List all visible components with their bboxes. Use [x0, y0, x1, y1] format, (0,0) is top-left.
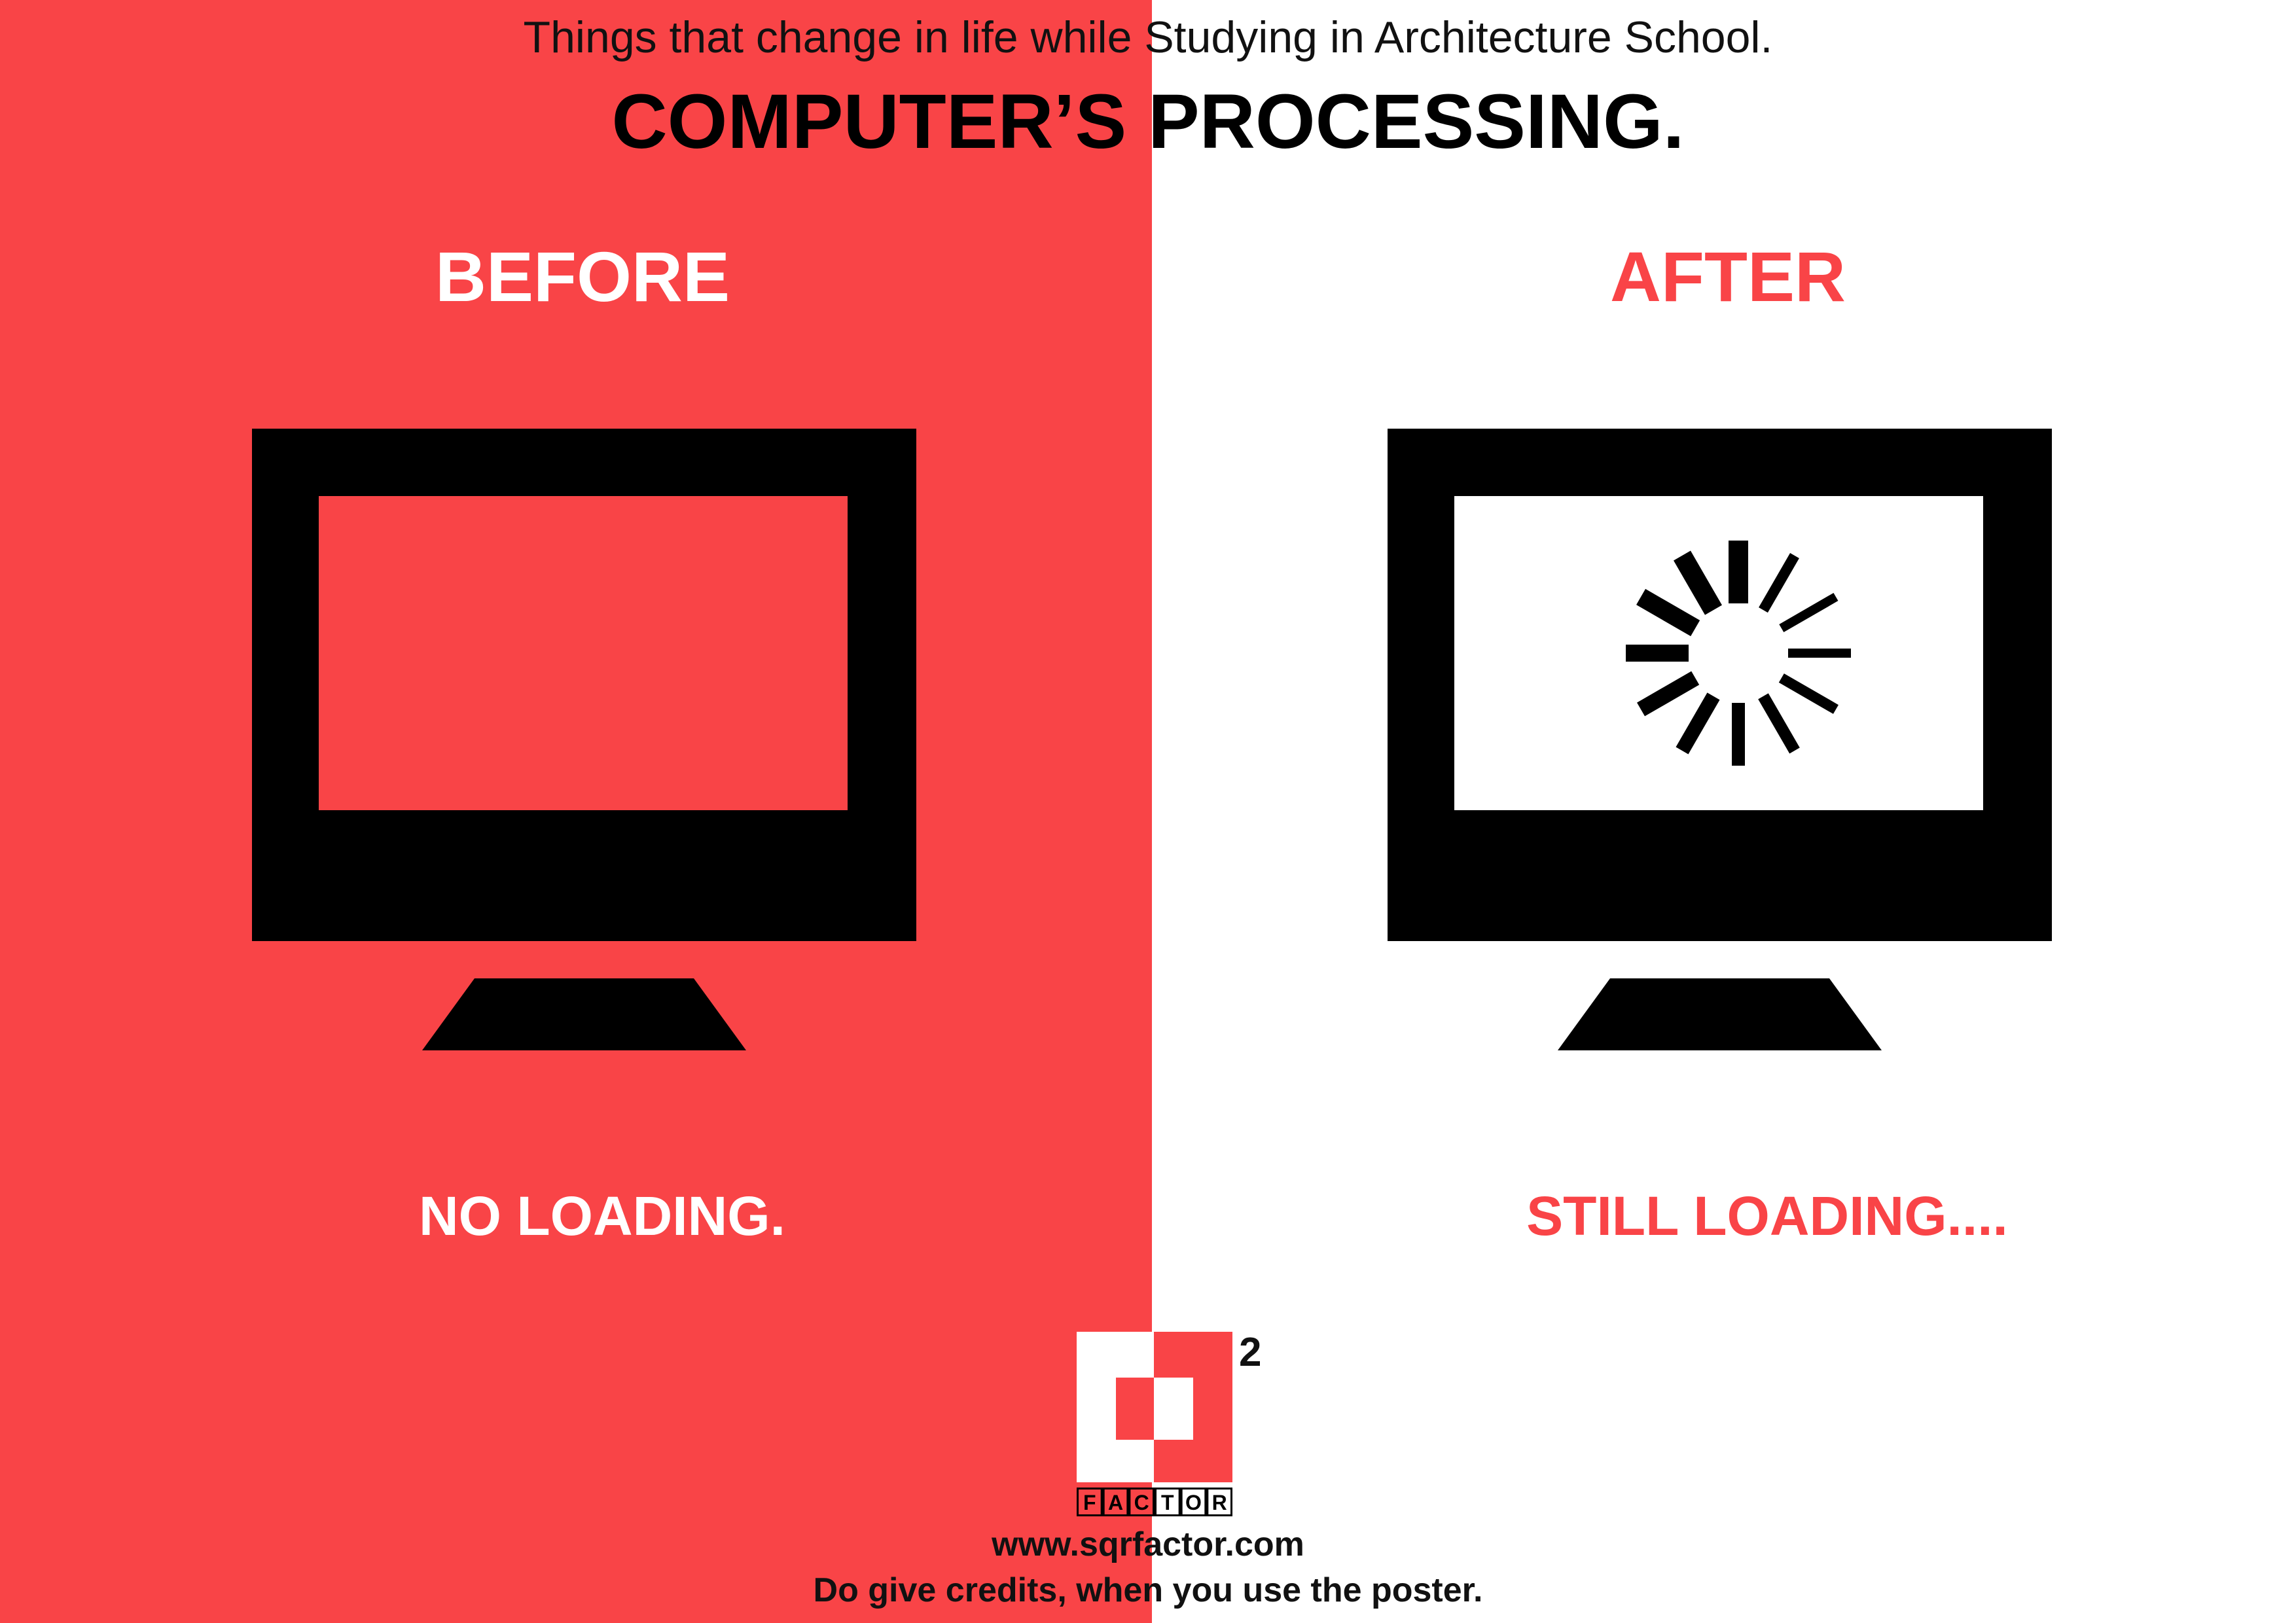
- footer-url: www.sqrfactor.com: [992, 1525, 1304, 1563]
- before-label: BEFORE: [435, 237, 730, 316]
- logo-letter-cell: [1182, 1489, 1205, 1514]
- spinner-spoke: [1759, 553, 1799, 613]
- spinner-spoke: [1729, 541, 1748, 603]
- logo-letter: R: [1212, 1491, 1227, 1514]
- spinner-spoke: [1676, 692, 1720, 755]
- after-label: AFTER: [1610, 237, 1846, 316]
- logo-letter: A: [1108, 1491, 1123, 1514]
- after-monitor-icon: [1388, 429, 2052, 1050]
- monitor-screen: [1454, 496, 1983, 810]
- before-monitor-icon: [252, 429, 916, 1050]
- loading-spinner-icon: [1626, 541, 1851, 766]
- spinner-spoke: [1674, 550, 1722, 615]
- spinner-spoke: [1778, 673, 1839, 714]
- monitor-stand-icon: [422, 978, 746, 1050]
- logo-letter: T: [1161, 1491, 1174, 1514]
- spinner-spoke: [1758, 693, 1800, 754]
- logo-letter: F: [1083, 1491, 1096, 1514]
- logo-letter-cell: [1079, 1489, 1101, 1514]
- after-caption: STILL LOADING....: [1526, 1185, 2008, 1247]
- monitor-screen: [319, 496, 848, 810]
- logo-letter: C: [1134, 1491, 1149, 1514]
- poster-subtitle: Things that change in life while Studyin…: [523, 12, 1773, 62]
- spinner-spoke: [1626, 645, 1689, 662]
- spinner-spoke: [1779, 592, 1839, 633]
- spinner-spoke: [1732, 703, 1745, 766]
- before-caption: NO LOADING.: [419, 1185, 785, 1247]
- logo-letter-cell: [1130, 1489, 1153, 1514]
- logo-letter: O: [1185, 1491, 1202, 1514]
- spinner-spoke: [1788, 649, 1851, 658]
- logo-letter-cell: [1157, 1489, 1179, 1514]
- monitor-frame: [252, 429, 916, 941]
- logo-letter-cell: [1104, 1489, 1127, 1514]
- monitor-frame: [1388, 429, 2052, 941]
- logo-superscript: 2: [1239, 1332, 1261, 1375]
- spinner-spoke: [1636, 588, 1700, 637]
- poster-title: COMPUTER’S PROCESSING.: [611, 79, 1685, 165]
- spinner-spoke: [1637, 671, 1700, 717]
- logo-letter-cell: [1208, 1489, 1230, 1514]
- footer-credit: Do give credits, when you use the poster…: [813, 1571, 1483, 1609]
- monitor-stand-icon: [1558, 978, 1882, 1050]
